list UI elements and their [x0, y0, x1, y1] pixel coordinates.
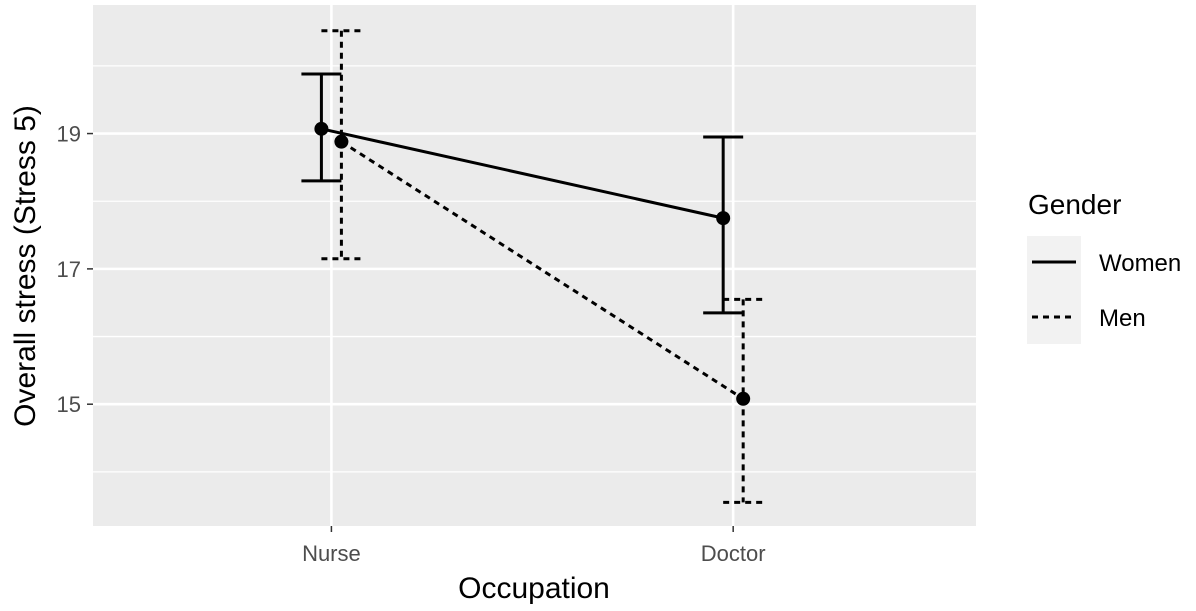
series-line-men	[340, 140, 744, 401]
x-tick-label: Nurse	[302, 541, 361, 566]
y-tick-label: 19	[57, 122, 81, 147]
x-axis-title: Occupation	[458, 572, 610, 605]
data-point	[334, 134, 349, 149]
minor-gridlines	[93, 65, 976, 473]
major-gridlines	[93, 5, 976, 526]
x-tick-label: Doctor	[701, 541, 766, 566]
series-line-women	[321, 127, 724, 220]
plot-panel	[93, 5, 976, 526]
legend: Gender Women Men	[1027, 189, 1181, 344]
y-tick-label: 15	[57, 392, 81, 417]
legend-label: Men	[1099, 305, 1146, 332]
x-axis: Nurse Doctor	[302, 526, 766, 566]
y-tick-label: 17	[57, 257, 81, 282]
y-axis-title: Overall stress (Stress 5)	[9, 105, 42, 427]
data-point	[736, 391, 751, 406]
legend-title: Gender	[1028, 189, 1121, 220]
y-axis: 15 17 19	[57, 122, 93, 417]
legend-label: Women	[1099, 250, 1181, 277]
series-layer	[301, 29, 764, 504]
data-point	[314, 121, 329, 136]
data-point	[716, 211, 731, 226]
legend-key-background	[1027, 236, 1081, 344]
